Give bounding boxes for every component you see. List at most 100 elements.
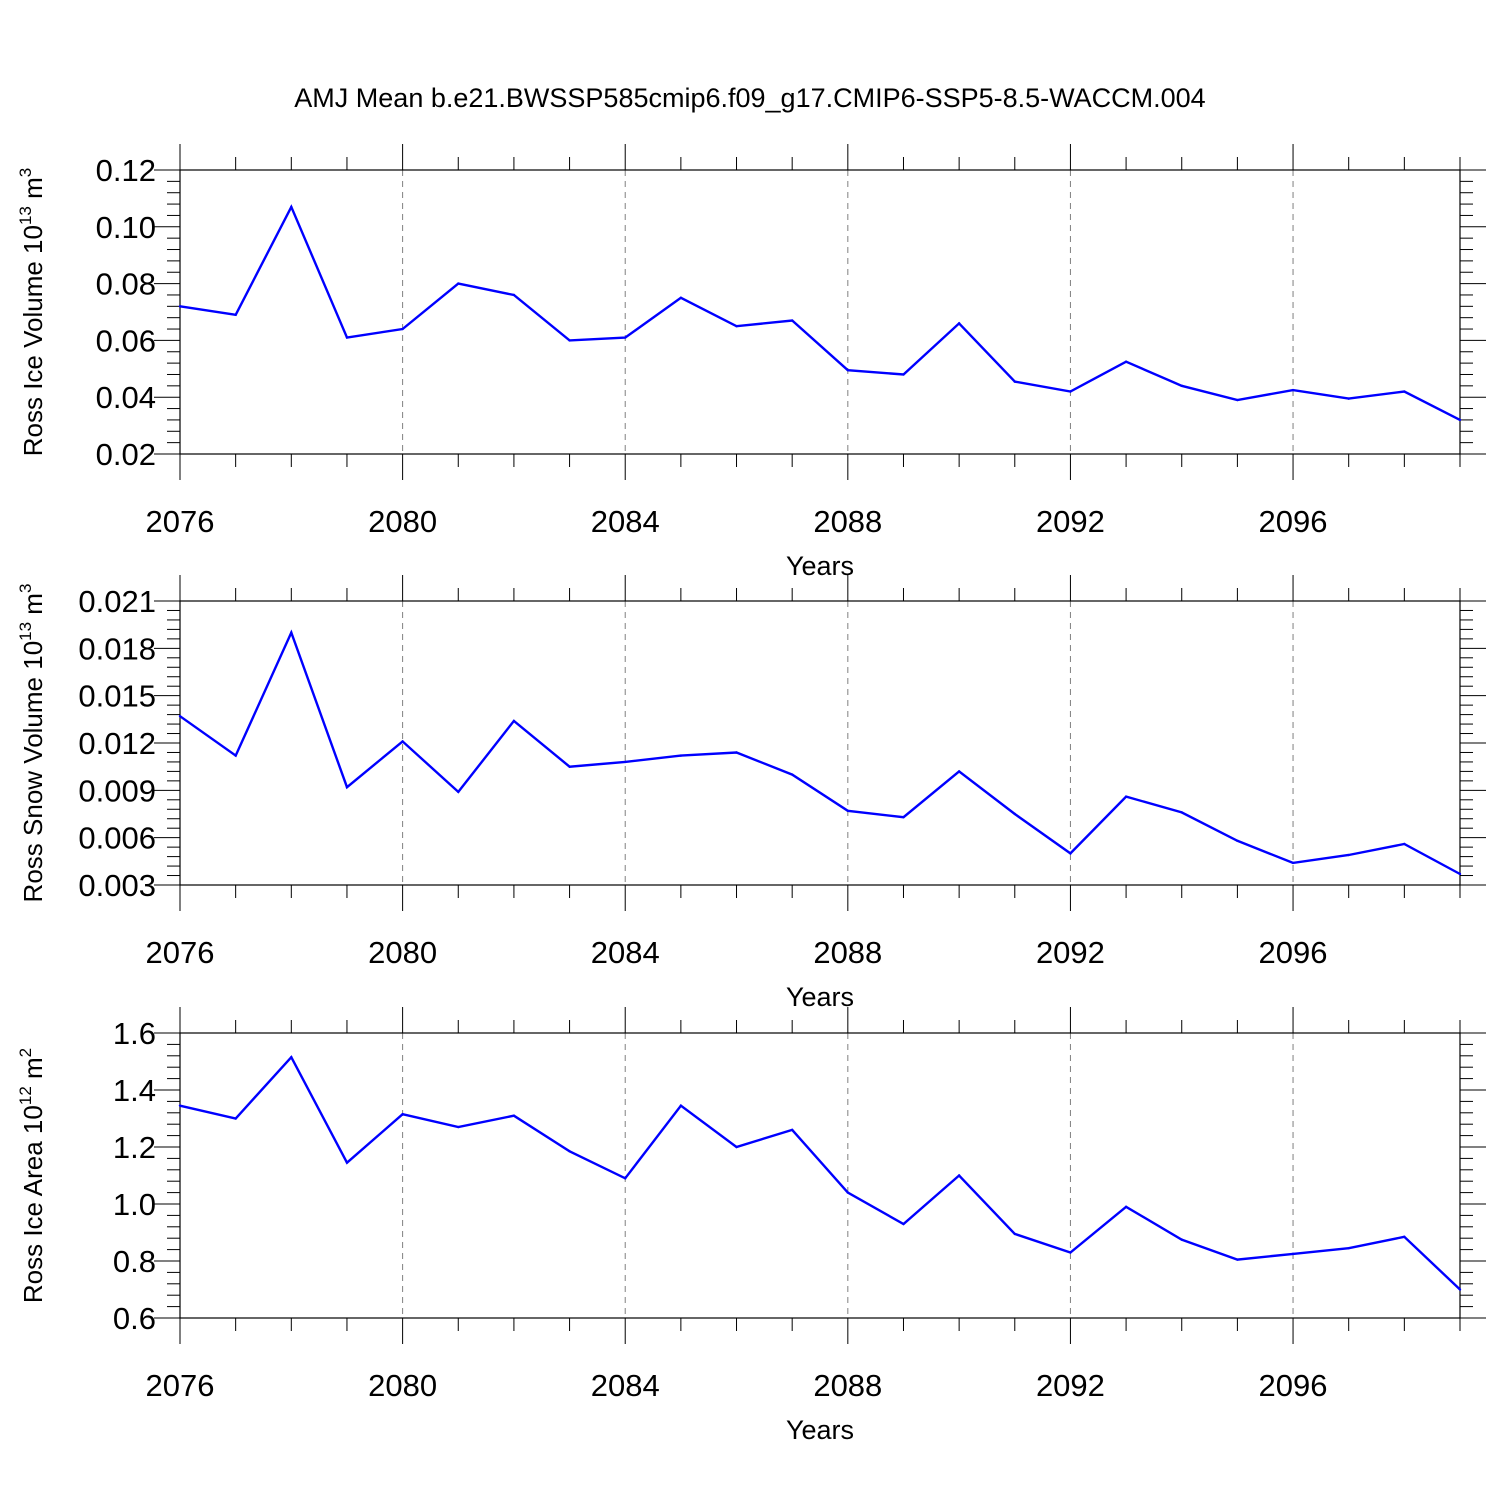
data-point xyxy=(568,765,571,768)
y-tick-label: 0.012 xyxy=(78,726,156,761)
y-label-superscript: 3 xyxy=(16,584,35,593)
data-point xyxy=(1124,795,1128,798)
data-point xyxy=(957,322,961,325)
data-point xyxy=(457,282,460,285)
x-tick-label: 2096 xyxy=(1259,504,1328,539)
data-point xyxy=(401,740,404,743)
x-tick-label: 2084 xyxy=(591,935,660,970)
y-label-superscript: 12 xyxy=(16,1086,35,1105)
y-axis-label: Ross Ice Area 1012 m2 xyxy=(16,1048,48,1303)
data-point xyxy=(234,313,237,317)
data-point xyxy=(1291,388,1295,392)
data-point xyxy=(1013,812,1016,816)
data-point xyxy=(1291,861,1295,865)
data-point xyxy=(624,336,627,339)
x-tick-label: 2084 xyxy=(591,1368,660,1403)
data-point xyxy=(957,1174,961,1177)
data-point xyxy=(735,751,738,754)
data-point xyxy=(1403,390,1406,393)
data-point xyxy=(1236,839,1239,843)
y-label-superscript: 13 xyxy=(16,206,35,225)
plot-frame xyxy=(179,169,1461,455)
x-tick-label: 2092 xyxy=(1036,1368,1105,1403)
data-point xyxy=(178,305,182,308)
y-label-text: m xyxy=(18,177,48,206)
x-tick-label: 2092 xyxy=(1036,935,1105,970)
data-point xyxy=(1347,397,1350,400)
y-tick-label: 0.021 xyxy=(78,584,156,619)
data-point xyxy=(234,754,237,757)
x-tick-label: 2088 xyxy=(813,935,882,970)
y-tick-label: 0.12 xyxy=(96,153,156,188)
series-line xyxy=(179,204,1461,421)
x-tick-label: 2076 xyxy=(146,1368,215,1403)
data-point xyxy=(846,809,850,813)
y-tick-label: 0.06 xyxy=(96,323,156,358)
y-label-text: m xyxy=(18,1057,48,1086)
data-point xyxy=(457,790,460,794)
plot-frame xyxy=(179,600,1461,886)
data-point xyxy=(735,1145,738,1149)
y-tick-label: 0.10 xyxy=(96,210,156,245)
y-tick-label: 0.8 xyxy=(113,1244,156,1279)
x-tick-label: 2088 xyxy=(813,504,882,539)
data-point xyxy=(290,1056,293,1059)
data-point xyxy=(1069,1251,1072,1254)
x-tick-label: 2096 xyxy=(1259,1368,1328,1403)
data-point xyxy=(234,1117,237,1120)
chart-panel-2: 2076 2080 2084 2088 2092 2096 0.003 0.006 0.009 0… xyxy=(16,575,1486,1012)
data-point xyxy=(1013,380,1016,383)
data-point xyxy=(1069,852,1072,855)
data-point xyxy=(1180,1238,1183,1241)
y-tick-label: 0.08 xyxy=(96,267,156,302)
y-label-superscript: 3 xyxy=(16,168,35,177)
x-tick-label: 2080 xyxy=(368,1368,437,1403)
y-tick-label: 1.6 xyxy=(113,1016,156,1051)
x-axis-label: Years xyxy=(786,551,854,581)
data-point xyxy=(1458,872,1462,876)
x-tick-label: 2092 xyxy=(1036,504,1105,539)
data-point xyxy=(624,760,627,764)
y-label-text: Ross Ice Volume 10 xyxy=(18,225,48,456)
series-line xyxy=(179,629,1461,876)
data-point xyxy=(178,1104,182,1107)
data-point xyxy=(735,325,738,328)
data-point xyxy=(290,631,293,634)
y-tick-label: 0.02 xyxy=(96,437,156,472)
y-tick-label: 0.04 xyxy=(96,380,156,415)
x-tick-label: 2096 xyxy=(1259,935,1328,970)
data-point xyxy=(401,327,404,331)
data-point xyxy=(568,1150,571,1153)
data-point xyxy=(902,815,905,819)
data-point xyxy=(790,773,794,776)
data-point xyxy=(1403,1235,1406,1238)
y-tick-label: 0.6 xyxy=(113,1301,156,1336)
y-label-text: Ross Snow Volume 10 xyxy=(18,641,48,903)
data-point xyxy=(679,296,683,299)
data-point xyxy=(178,714,182,718)
data-point xyxy=(1013,1232,1016,1236)
y-tick-label: 0.018 xyxy=(78,631,156,666)
data-point xyxy=(846,369,850,372)
x-tick-label: 2076 xyxy=(146,504,215,539)
data-point xyxy=(624,1177,627,1180)
data-point xyxy=(1124,360,1128,363)
plot-frame xyxy=(179,1032,1461,1319)
chart-title: AMJ Mean b.e21.BWSSP585cmip6.f09_g17.CMI… xyxy=(294,83,1205,113)
x-tick-label: 2084 xyxy=(591,504,660,539)
x-tick-label: 2080 xyxy=(368,504,437,539)
data-point xyxy=(290,205,293,209)
data-point xyxy=(790,319,794,322)
data-point xyxy=(1347,853,1350,857)
data-point xyxy=(345,1161,349,1164)
y-label-text: Ross Ice Area 10 xyxy=(18,1105,48,1303)
x-tick-label: 2076 xyxy=(146,935,215,970)
chart-panel-3: 2076 2080 2084 2088 2092 2096 0.6 0.8 1.0 1.2 1.4 1… xyxy=(16,1007,1486,1445)
x-axis-label: Years xyxy=(786,982,854,1012)
y-tick-label: 0.006 xyxy=(78,821,156,856)
y-tick-label: 1.4 xyxy=(113,1073,156,1108)
data-point xyxy=(345,785,349,789)
y-axis-label: Ross Snow Volume 1013 m3 xyxy=(16,584,48,903)
y-tick-label: 0.015 xyxy=(78,679,156,714)
data-point xyxy=(902,373,905,376)
